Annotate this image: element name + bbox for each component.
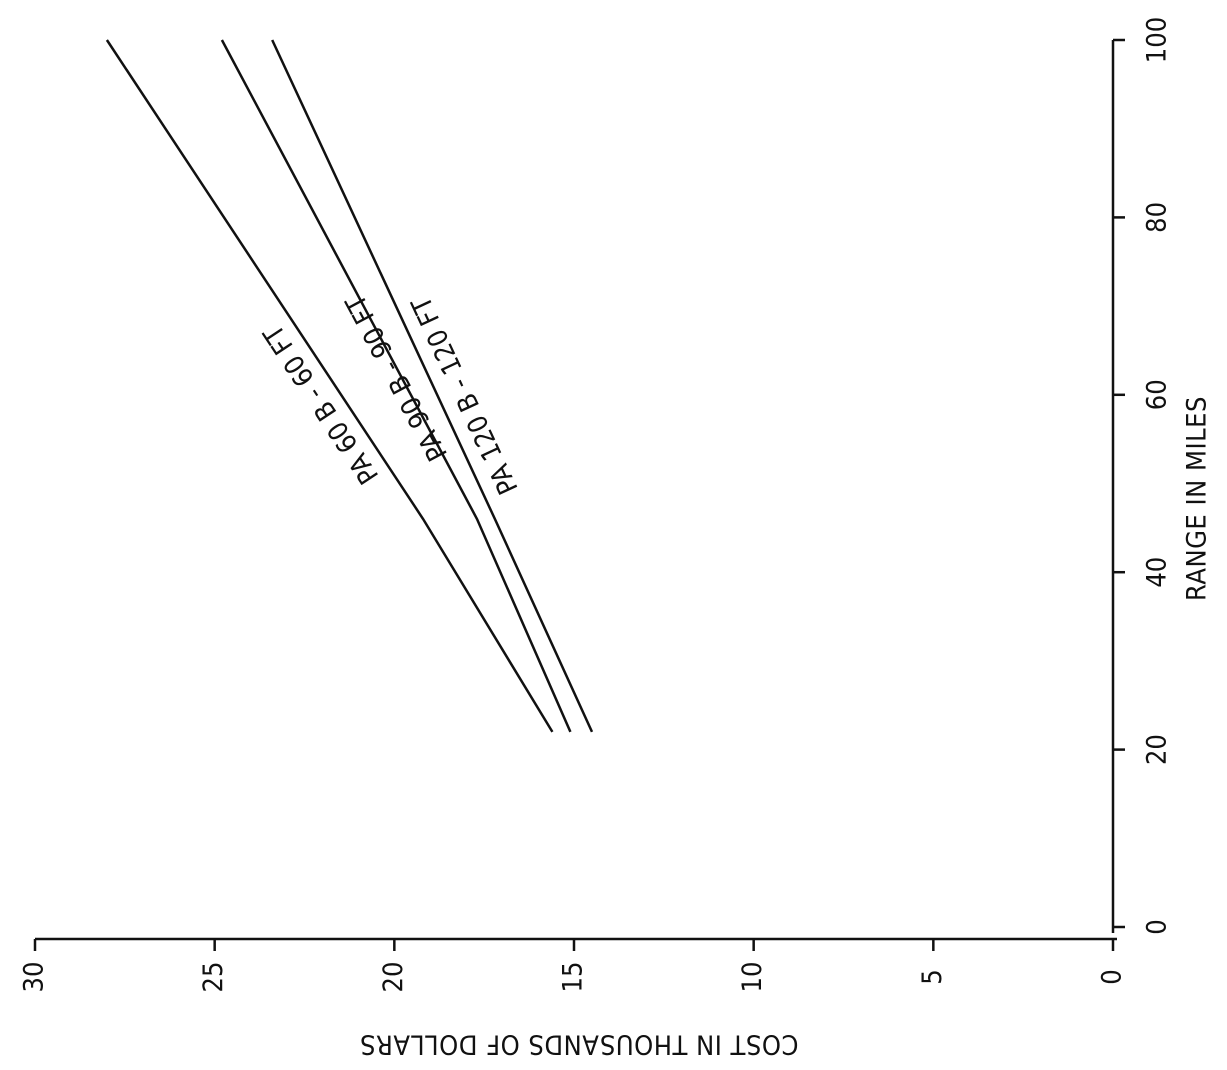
cost-tick-label: 20 xyxy=(378,962,409,993)
series-line-2 xyxy=(271,39,594,733)
cost-tick-label: 25 xyxy=(198,962,229,993)
range-tick-label: 80 xyxy=(1142,202,1173,233)
series-line-0 xyxy=(105,39,554,733)
range-tick-label: 40 xyxy=(1142,557,1173,588)
series-line-1 xyxy=(220,39,572,733)
range-tick-label: 100 xyxy=(1142,17,1173,63)
range-tick-label: 0 xyxy=(1142,919,1173,934)
cost-tick-label: 30 xyxy=(19,962,50,993)
series-group xyxy=(105,39,594,733)
cost-tick-label: 10 xyxy=(737,962,768,993)
axes: 0 20 40 60 80 100 0 5 10 15 20 25 30 RANGE IN MILES CO… xyxy=(19,17,1213,1060)
range-tick-label: 60 xyxy=(1142,379,1173,410)
cost-axis-title: COST IN THOUSANDS OF DOLLARS xyxy=(360,1029,799,1060)
range-axis-title: RANGE IN MILES xyxy=(1182,396,1213,601)
cost-tick-label: 15 xyxy=(558,962,589,993)
cost-tick-label: 5 xyxy=(917,969,948,984)
cost-tick-label: 0 xyxy=(1097,969,1128,984)
range-tick-label: 20 xyxy=(1142,734,1173,765)
